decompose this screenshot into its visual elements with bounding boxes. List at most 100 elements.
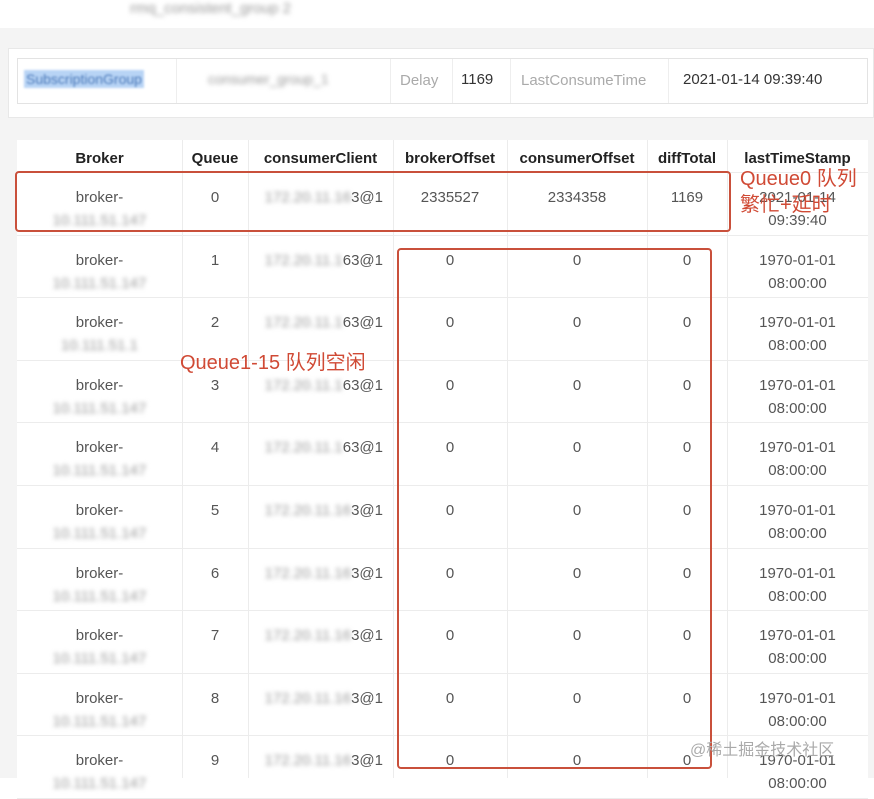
client-suffix: 3@1 — [351, 627, 383, 645]
client-suffix: 63@1 — [342, 251, 383, 269]
broker-ip: 10.111.51.147 — [52, 587, 147, 605]
consumer-offset: 0 — [572, 439, 582, 457]
column-divider — [727, 140, 728, 778]
broker-ip: 10.111.51.147 — [52, 274, 147, 292]
diff-total: 0 — [682, 564, 692, 582]
consumer-offset: 0 — [572, 689, 582, 707]
column-header: consumerOffset — [519, 150, 635, 167]
row-divider — [17, 672, 868, 674]
broker-name: broker- — [75, 251, 124, 269]
broker-offset: 0 — [445, 376, 455, 394]
timestamp: 1970-01-01 08:00:00 — [759, 502, 836, 542]
queue-id: 7 — [210, 627, 220, 645]
broker-name: broker- — [75, 314, 124, 332]
row-divider — [17, 547, 868, 549]
timestamp: 2021-01-14 09:39:40 — [759, 189, 836, 229]
client-cell: 172.20.11.163@1 — [248, 499, 393, 522]
queue-id: 1 — [210, 251, 220, 269]
row-divider — [17, 485, 868, 486]
broker-offset: 0 — [445, 251, 455, 269]
broker-offset: 0 — [445, 752, 455, 770]
diff-total: 0 — [682, 627, 692, 645]
queue-id: 0 — [210, 189, 220, 206]
broker-offset: 0 — [445, 564, 455, 582]
column-header: Queue — [191, 150, 239, 167]
client-masked: 172.20.11.16 — [264, 627, 352, 645]
annotation: Queue1-15 队列空闲 — [180, 352, 366, 374]
queue-id: 4 — [210, 439, 220, 457]
timestamp: 1970-01-01 08:00:00 — [759, 689, 836, 730]
column-divider — [647, 140, 648, 778]
broker-name: broker- — [75, 502, 124, 519]
client-masked: 172.20.11.16 — [264, 752, 352, 770]
broker-ip: 10.111.51.147 — [52, 525, 147, 542]
client-cell: 172.20.11.163@1 — [248, 374, 393, 397]
queue-id: 6 — [210, 564, 220, 582]
client-masked: 172.20.11.1 — [264, 251, 343, 269]
broker-offset: 2335527 — [420, 189, 480, 206]
highlight-box — [397, 248, 712, 769]
broker-ip: 10.111.51.147 — [52, 650, 147, 668]
annotation: Queue0 队列繁忙+延时 — [740, 168, 857, 216]
watermark: @稀土掘金技术社区 — [690, 742, 835, 759]
client-suffix: 63@1 — [342, 376, 383, 394]
client-cell: 172.20.11.163@1 — [248, 436, 393, 459]
row-divider — [17, 610, 868, 612]
broker-ip: 10.111.51.147 — [52, 462, 147, 480]
consumer-offset: 0 — [572, 564, 582, 582]
client-cell: 172.20.11.163@1 — [248, 562, 393, 585]
client-suffix: 3@1 — [351, 689, 383, 707]
broker-cell: broker- 10.111.51.147 — [17, 436, 182, 482]
diff-total: 0 — [682, 689, 692, 707]
timestamp: 1970-01-01 08:00:00 — [759, 564, 836, 605]
highlight-box — [15, 171, 731, 232]
broker-name: broker- — [75, 376, 124, 394]
client-masked: 172.20.11.16 — [264, 189, 352, 206]
consumer-offset: 2334358 — [547, 189, 607, 206]
timestamp: 1970-01-01 08:00:00 — [759, 627, 836, 668]
column-header: brokerOffset — [404, 150, 496, 167]
client-masked: 172.20.11.16 — [264, 564, 352, 582]
column-divider — [393, 140, 394, 778]
client-masked: 172.20.11.1 — [264, 439, 343, 457]
broker-offset: 0 — [445, 627, 455, 645]
broker-cell: broker- 10.111.51.147 — [17, 499, 182, 545]
column-divider — [248, 140, 249, 778]
client-cell: 172.20.11.163@1 — [248, 186, 393, 209]
consumer-offset: 0 — [572, 376, 582, 394]
table: Broker Queue consumerClient brokerOffset con… — [17, 140, 868, 799]
consumer-offset: 0 — [572, 314, 582, 332]
queue-id: 5 — [210, 502, 220, 519]
timestamp: 1970-01-01 08:00:00 — [759, 314, 836, 355]
broker-name: broker- — [75, 564, 124, 582]
client-suffix: 3@1 — [351, 502, 383, 519]
consumer-offset: 0 — [572, 251, 582, 269]
group-label[interactable]: SubscriptionGroup — [24, 70, 144, 88]
diff-total: 0 — [682, 314, 692, 332]
client-suffix: 63@1 — [342, 314, 383, 332]
column-header: lastTimeStamp — [744, 150, 851, 167]
broker-ip: 10.111.51.1 — [60, 337, 138, 355]
client-cell: 172.20.11.163@1 — [248, 624, 393, 647]
timestamp: 1970-01-01 08:00:00 — [759, 439, 836, 480]
client-suffix: 3@1 — [351, 189, 383, 206]
broker-cell: broker- 10.111.51.147 — [17, 249, 182, 295]
broker-cell: broker- 10.111.51.147 — [17, 186, 182, 232]
row-divider — [17, 422, 868, 424]
broker-cell: broker- 10.111.51.147 — [17, 562, 182, 608]
delay-label: Delay — [400, 72, 439, 89]
broker-ip: 10.111.51.147 — [52, 212, 147, 229]
column-header: Broker — [75, 150, 124, 167]
row-divider — [17, 735, 868, 737]
column-divider — [182, 140, 183, 778]
timestamp: 1970-01-01 08:00:00 — [759, 251, 836, 292]
broker-offset: 0 — [445, 439, 455, 457]
group-value: consumer_group_1 — [208, 71, 329, 87]
client-cell: 172.20.11.163@1 — [248, 311, 393, 334]
column-header: consumerClient — [263, 150, 378, 167]
client-cell: 172.20.11.163@1 — [248, 687, 393, 710]
broker-cell: broker- 10.111.51.147 — [17, 687, 182, 733]
client-cell: 172.20.11.163@1 — [248, 249, 393, 272]
queue-id: 9 — [210, 752, 220, 770]
